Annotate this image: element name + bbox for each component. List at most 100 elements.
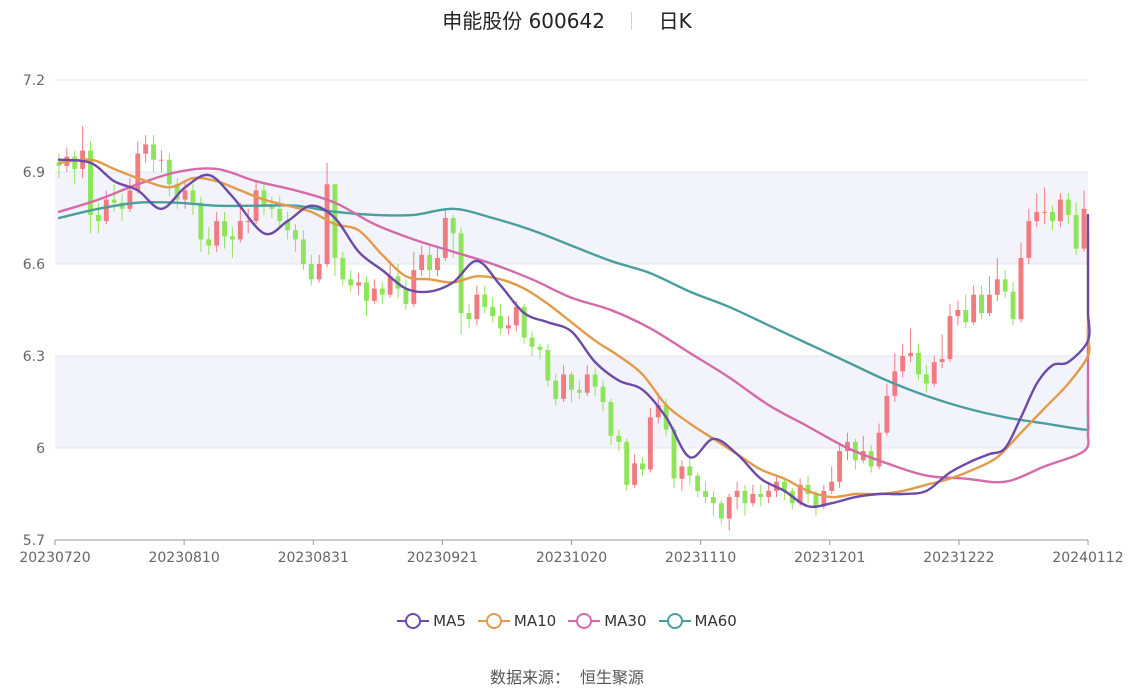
- candle-body: [435, 257, 440, 271]
- legend-marker-icon: [658, 613, 691, 629]
- chart-title-stock: 申能股份 600642: [442, 9, 605, 33]
- source-label: 数据来源：: [489, 668, 570, 687]
- y-tick-label: 6.6: [23, 257, 45, 273]
- candle-body: [1010, 291, 1016, 320]
- candle-body: [332, 184, 338, 258]
- candle-body: [837, 451, 843, 482]
- candle-body: [655, 405, 661, 418]
- candle-body: [277, 208, 283, 222]
- candle-body: [348, 279, 354, 286]
- candle-body: [908, 352, 914, 356]
- candle-body: [474, 294, 480, 320]
- candle-body: [766, 490, 772, 498]
- candle-body: [143, 144, 149, 154]
- candle-body: [608, 402, 614, 436]
- candle-body: [324, 184, 330, 264]
- candle-body: [403, 288, 409, 304]
- grid-band: [55, 172, 1088, 264]
- candle-body: [316, 264, 322, 280]
- legend-item-ma60[interactable]: MA60: [658, 612, 737, 630]
- source-name: 恒生聚源: [580, 668, 645, 687]
- candle-body: [561, 374, 567, 399]
- candle-body: [718, 503, 724, 519]
- candle-body: [300, 239, 306, 264]
- candle-body: [206, 239, 212, 246]
- legend-label: MA5: [433, 612, 466, 630]
- candle-body: [797, 484, 803, 504]
- series-line-ma60: [57, 200, 1090, 431]
- chart-legend: MA5 MA10 MA30 MA60: [0, 612, 1134, 633]
- candle-body: [537, 346, 543, 350]
- candle-body: [576, 389, 582, 393]
- legend-marker-icon: [397, 613, 430, 629]
- candle-body: [229, 236, 235, 240]
- data-source: 数据来源： 恒生聚源: [0, 664, 1134, 688]
- candle-body: [545, 349, 551, 381]
- candle-body: [356, 282, 362, 286]
- candle-body: [214, 221, 220, 246]
- candle-body: [490, 306, 496, 317]
- candle-body: [182, 190, 188, 200]
- y-tick-label: 6.9: [23, 165, 45, 181]
- candle-body: [521, 306, 527, 338]
- candle-body: [679, 466, 685, 479]
- candle-body: [955, 310, 961, 317]
- candle-body: [505, 325, 511, 329]
- candle-body: [900, 356, 906, 372]
- x-tick-label: 20231110: [665, 550, 736, 566]
- candle-body: [261, 190, 267, 206]
- candle-body: [726, 497, 732, 519]
- candle-body: [734, 490, 740, 498]
- legend-label: MA30: [604, 612, 647, 630]
- x-tick-label: 20230921: [407, 550, 478, 566]
- candle-body: [151, 144, 157, 160]
- candle-body: [600, 386, 606, 402]
- legend-marker-icon: [568, 613, 601, 629]
- legend-item-ma10[interactable]: MA10: [477, 612, 556, 630]
- legend-label: MA60: [694, 612, 737, 630]
- legend-item-ma30[interactable]: MA30: [568, 612, 647, 630]
- candle-body: [710, 497, 716, 504]
- candle-body: [174, 184, 180, 200]
- candle-body: [781, 481, 787, 491]
- candle-body: [923, 374, 929, 384]
- candle-body: [293, 230, 298, 240]
- candle-body: [127, 190, 133, 209]
- candle-body: [427, 254, 433, 271]
- candle-body: [482, 294, 488, 307]
- candle-body: [703, 490, 708, 498]
- candle-body: [1034, 211, 1040, 222]
- candle-body: [758, 494, 764, 498]
- candle-body: [56, 162, 62, 166]
- candle-body: [498, 316, 503, 329]
- candle-body: [916, 352, 921, 375]
- candle-body: [364, 282, 369, 301]
- candle-body: [1002, 279, 1008, 292]
- candle-body: [821, 490, 827, 507]
- candle-body: [979, 294, 984, 314]
- candlestick-chart: 5.7 6 6.3 6.6 6.9 7.2 20230720 20230810 20230831…: [19, 73, 1123, 566]
- series-line-ma5: [57, 158, 1091, 509]
- candle-body: [750, 494, 756, 504]
- candle-body: [939, 359, 945, 363]
- title-separator: [631, 12, 633, 30]
- candle-body: [553, 380, 559, 399]
- candle-body: [829, 481, 835, 491]
- y-tick-label: 6: [36, 441, 45, 457]
- candle-body: [994, 279, 1000, 295]
- candle-body: [450, 218, 456, 234]
- candle-body: [340, 257, 346, 280]
- candle-body: [592, 374, 598, 387]
- candle-body: [466, 313, 472, 320]
- candle-body: [387, 276, 393, 295]
- candle-body: [671, 429, 677, 479]
- candle-body: [931, 362, 937, 384]
- legend-item-ma5[interactable]: MA5: [397, 612, 466, 630]
- series-line-ma10: [57, 158, 1091, 499]
- candle-body: [1073, 214, 1079, 249]
- candle-body: [222, 221, 227, 237]
- candle-body: [1050, 211, 1055, 222]
- x-tick-label: 20230810: [148, 550, 219, 566]
- candle-body: [237, 221, 243, 240]
- candle-body: [103, 199, 109, 222]
